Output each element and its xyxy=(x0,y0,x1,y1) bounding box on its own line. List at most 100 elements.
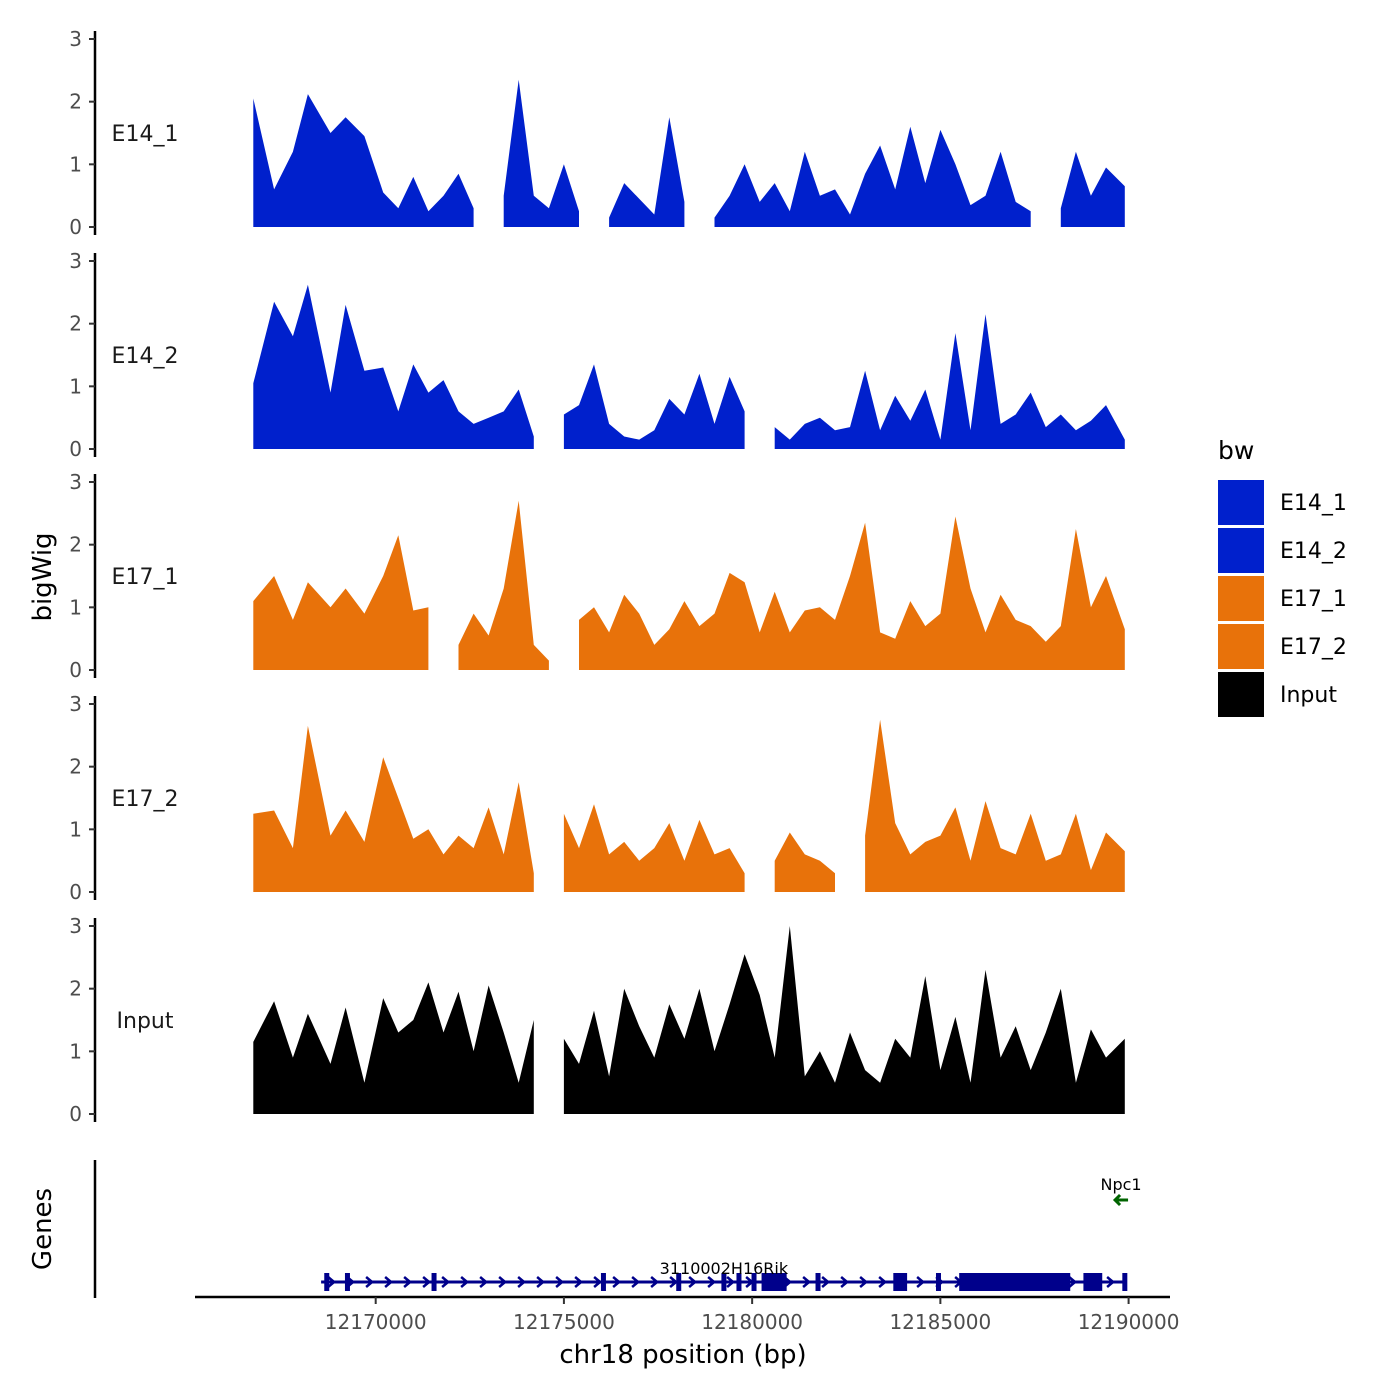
y-tick-label: 3 xyxy=(69,914,82,938)
strand-arrow xyxy=(365,1276,375,1288)
legend-label: E14_2 xyxy=(1280,539,1347,564)
exon-block xyxy=(959,1273,1071,1291)
signal-area xyxy=(253,94,474,227)
exon-mark xyxy=(736,1273,742,1291)
strand-arrow xyxy=(536,1276,546,1288)
strand-arrow xyxy=(916,1276,926,1288)
strand-arrow xyxy=(688,1276,698,1288)
track-E14_1: 0 1 2 3 E14_1 xyxy=(69,27,1125,239)
strand-arrow xyxy=(859,1276,869,1288)
strand-arrow-minus xyxy=(1112,1193,1129,1207)
strand-arrow xyxy=(403,1276,413,1288)
track-label: Input xyxy=(117,1009,174,1034)
strand-arrow xyxy=(517,1276,527,1288)
y-tick-label: 2 xyxy=(69,312,82,336)
gene-3110002H16Rik: 3110002H16Rik xyxy=(321,1259,1128,1291)
strand-arrow xyxy=(669,1276,679,1288)
signal-area xyxy=(563,926,1125,1114)
signal-area xyxy=(503,79,579,227)
track-E17_1: 0 1 2 3 E17_1 xyxy=(69,470,1125,682)
legend-swatch xyxy=(1218,528,1264,573)
signal-area xyxy=(253,725,534,892)
legend-label: E17_1 xyxy=(1280,587,1347,612)
track-label: E17_2 xyxy=(112,787,179,812)
legend-swatch xyxy=(1218,480,1264,525)
genes-axis-title: Genes xyxy=(28,1188,58,1270)
signal-area xyxy=(458,500,549,670)
y-tick-label: 2 xyxy=(69,90,82,114)
gene-name-label: Npc1 xyxy=(1101,1175,1142,1194)
legend-title: bw xyxy=(1218,436,1254,465)
track-label: E17_1 xyxy=(112,565,179,590)
exon-mark xyxy=(751,1273,757,1291)
exon-mark xyxy=(1122,1273,1128,1291)
signal-tracks: 0 1 2 3 E14_1 0 1 2 3 E14_2 0 1 2 3 E17_1 0 1 2 3 E17_2 0 1 2 3… xyxy=(69,27,1125,1126)
y-tick-label: 1 xyxy=(69,1039,82,1063)
legend-label: E17_2 xyxy=(1280,635,1347,660)
strand-arrow xyxy=(460,1276,470,1288)
signal-area xyxy=(609,117,685,227)
genes-panel: 3110002H16Rik Npc1 xyxy=(93,1160,1142,1298)
signal-area xyxy=(714,126,1031,227)
legend-swatch xyxy=(1218,672,1264,717)
x-axis: 12170000 12175000 12180000 12185000 12190000 xyxy=(195,1295,1180,1334)
gene-name-label: 3110002H16Rik xyxy=(660,1259,789,1278)
signal-area xyxy=(253,535,429,670)
y-tick-label: 3 xyxy=(69,249,82,273)
x-tick-label: 12175000 xyxy=(513,1310,615,1334)
y-tick-label: 3 xyxy=(69,27,82,51)
legend-label: E14_1 xyxy=(1280,491,1347,516)
signal-area xyxy=(563,804,745,892)
exon-mark xyxy=(600,1273,606,1291)
y-tick-label: 2 xyxy=(69,755,82,779)
x-axis-title: chr18 position (bp) xyxy=(559,1340,806,1370)
exon-mark xyxy=(815,1273,821,1291)
y-tick-label: 0 xyxy=(69,437,82,461)
x-tick-label: 12170000 xyxy=(325,1310,427,1334)
legend-swatch xyxy=(1218,624,1264,669)
strand-arrow xyxy=(650,1276,660,1288)
x-tick-label: 12180000 xyxy=(701,1310,803,1334)
x-tick-label: 12190000 xyxy=(1078,1310,1180,1334)
exon-mark xyxy=(324,1273,330,1291)
y-tick-label: 1 xyxy=(69,152,82,176)
strand-arrow xyxy=(707,1276,717,1288)
signal-area xyxy=(774,314,1125,449)
strand-arrow xyxy=(422,1276,432,1288)
track-label: E14_1 xyxy=(112,122,179,147)
y-tick-label: 1 xyxy=(69,374,82,398)
signal-area xyxy=(865,719,1125,892)
legend: bw E14_1 E14_2 E17_1 E17_2 Input xyxy=(1218,436,1347,717)
y-tick-label: 2 xyxy=(69,533,82,557)
x-tick-label: 12185000 xyxy=(889,1310,991,1334)
exon-mark xyxy=(676,1273,682,1291)
strand-arrow xyxy=(726,1276,736,1288)
exon-block xyxy=(761,1273,783,1291)
exon-mark xyxy=(781,1273,787,1291)
signal-area xyxy=(1060,151,1125,227)
signal-area xyxy=(253,982,534,1114)
y-tick-label: 1 xyxy=(69,817,82,841)
strand-arrow xyxy=(479,1276,489,1288)
strand-arrow xyxy=(593,1276,603,1288)
signal-area xyxy=(563,364,745,449)
track-label: E14_2 xyxy=(112,344,179,369)
exon-mark xyxy=(935,1273,941,1291)
strand-arrow xyxy=(441,1276,451,1288)
strand-arrow xyxy=(498,1276,508,1288)
signal-area xyxy=(579,516,1125,670)
y-tick-label: 0 xyxy=(69,1102,82,1126)
strand-arrow xyxy=(1106,1276,1116,1288)
track-Input: 0 1 2 3 Input xyxy=(69,914,1125,1126)
exon-mark xyxy=(344,1273,350,1291)
y-tick-label: 1 xyxy=(69,595,82,619)
strand-arrow xyxy=(574,1276,584,1288)
strand-arrow xyxy=(840,1276,850,1288)
y-tick-label: 0 xyxy=(69,658,82,682)
y-tick-label: 0 xyxy=(69,215,82,239)
exon-block xyxy=(1083,1273,1103,1291)
exon-block xyxy=(893,1273,905,1291)
strand-arrow xyxy=(555,1276,565,1288)
y-axis-title: bigWig xyxy=(28,532,58,621)
